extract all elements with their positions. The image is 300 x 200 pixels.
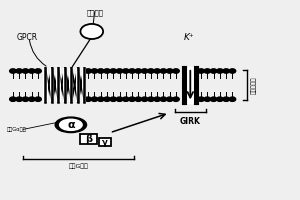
- Circle shape: [80, 24, 103, 39]
- Circle shape: [110, 69, 117, 73]
- Circle shape: [135, 69, 142, 73]
- Circle shape: [217, 69, 223, 73]
- Circle shape: [173, 69, 179, 73]
- Circle shape: [98, 97, 104, 101]
- Circle shape: [167, 97, 173, 101]
- Text: γ: γ: [102, 138, 107, 147]
- Circle shape: [204, 97, 211, 101]
- Bar: [183, 67, 197, 103]
- Circle shape: [204, 69, 211, 73]
- Circle shape: [229, 69, 236, 73]
- Circle shape: [217, 97, 223, 101]
- Circle shape: [35, 97, 41, 101]
- Circle shape: [229, 97, 236, 101]
- Circle shape: [85, 69, 92, 73]
- Ellipse shape: [55, 117, 86, 133]
- Text: 化学物质: 化学物质: [86, 10, 103, 16]
- Circle shape: [148, 69, 154, 73]
- Circle shape: [135, 97, 142, 101]
- Circle shape: [116, 97, 123, 101]
- Text: GPCR: GPCR: [17, 33, 38, 42]
- Circle shape: [16, 97, 22, 101]
- Circle shape: [154, 97, 160, 101]
- Text: K⁺: K⁺: [184, 33, 194, 42]
- Circle shape: [198, 69, 204, 73]
- Text: α: α: [67, 120, 75, 130]
- Ellipse shape: [60, 119, 82, 130]
- Circle shape: [141, 97, 148, 101]
- Circle shape: [160, 69, 167, 73]
- Bar: [44, 68, 48, 102]
- Circle shape: [122, 69, 129, 73]
- Circle shape: [129, 69, 135, 73]
- Text: GIRK: GIRK: [180, 117, 201, 126]
- Bar: [63, 68, 67, 102]
- Bar: [80, 134, 98, 144]
- Circle shape: [104, 69, 110, 73]
- Circle shape: [198, 97, 204, 101]
- Bar: [82, 68, 86, 102]
- Circle shape: [22, 97, 29, 101]
- Circle shape: [91, 97, 98, 101]
- Bar: [99, 138, 111, 146]
- Circle shape: [148, 97, 154, 101]
- Text: 原浆双层膜: 原浆双层膜: [251, 76, 257, 94]
- Text: 结合Gα亚基: 结合Gα亚基: [7, 127, 26, 132]
- Text: β: β: [85, 134, 92, 144]
- Circle shape: [35, 69, 41, 73]
- Circle shape: [104, 97, 110, 101]
- Bar: [56, 68, 61, 102]
- Circle shape: [10, 97, 16, 101]
- Circle shape: [167, 69, 173, 73]
- Circle shape: [91, 69, 98, 73]
- Circle shape: [173, 97, 179, 101]
- Circle shape: [28, 97, 35, 101]
- Circle shape: [160, 97, 167, 101]
- Circle shape: [129, 97, 135, 101]
- Bar: [76, 68, 80, 102]
- Circle shape: [154, 69, 160, 73]
- Circle shape: [28, 69, 35, 73]
- Circle shape: [22, 69, 29, 73]
- Circle shape: [98, 69, 104, 73]
- Circle shape: [223, 97, 230, 101]
- Circle shape: [85, 97, 92, 101]
- Bar: [69, 68, 74, 102]
- Text: 结合G蛋白: 结合G蛋白: [68, 164, 88, 169]
- Circle shape: [116, 69, 123, 73]
- Circle shape: [110, 97, 117, 101]
- Circle shape: [223, 69, 230, 73]
- Circle shape: [210, 69, 217, 73]
- Circle shape: [210, 97, 217, 101]
- Bar: [50, 68, 54, 102]
- Circle shape: [122, 97, 129, 101]
- Circle shape: [10, 69, 16, 73]
- Circle shape: [16, 69, 22, 73]
- Circle shape: [141, 69, 148, 73]
